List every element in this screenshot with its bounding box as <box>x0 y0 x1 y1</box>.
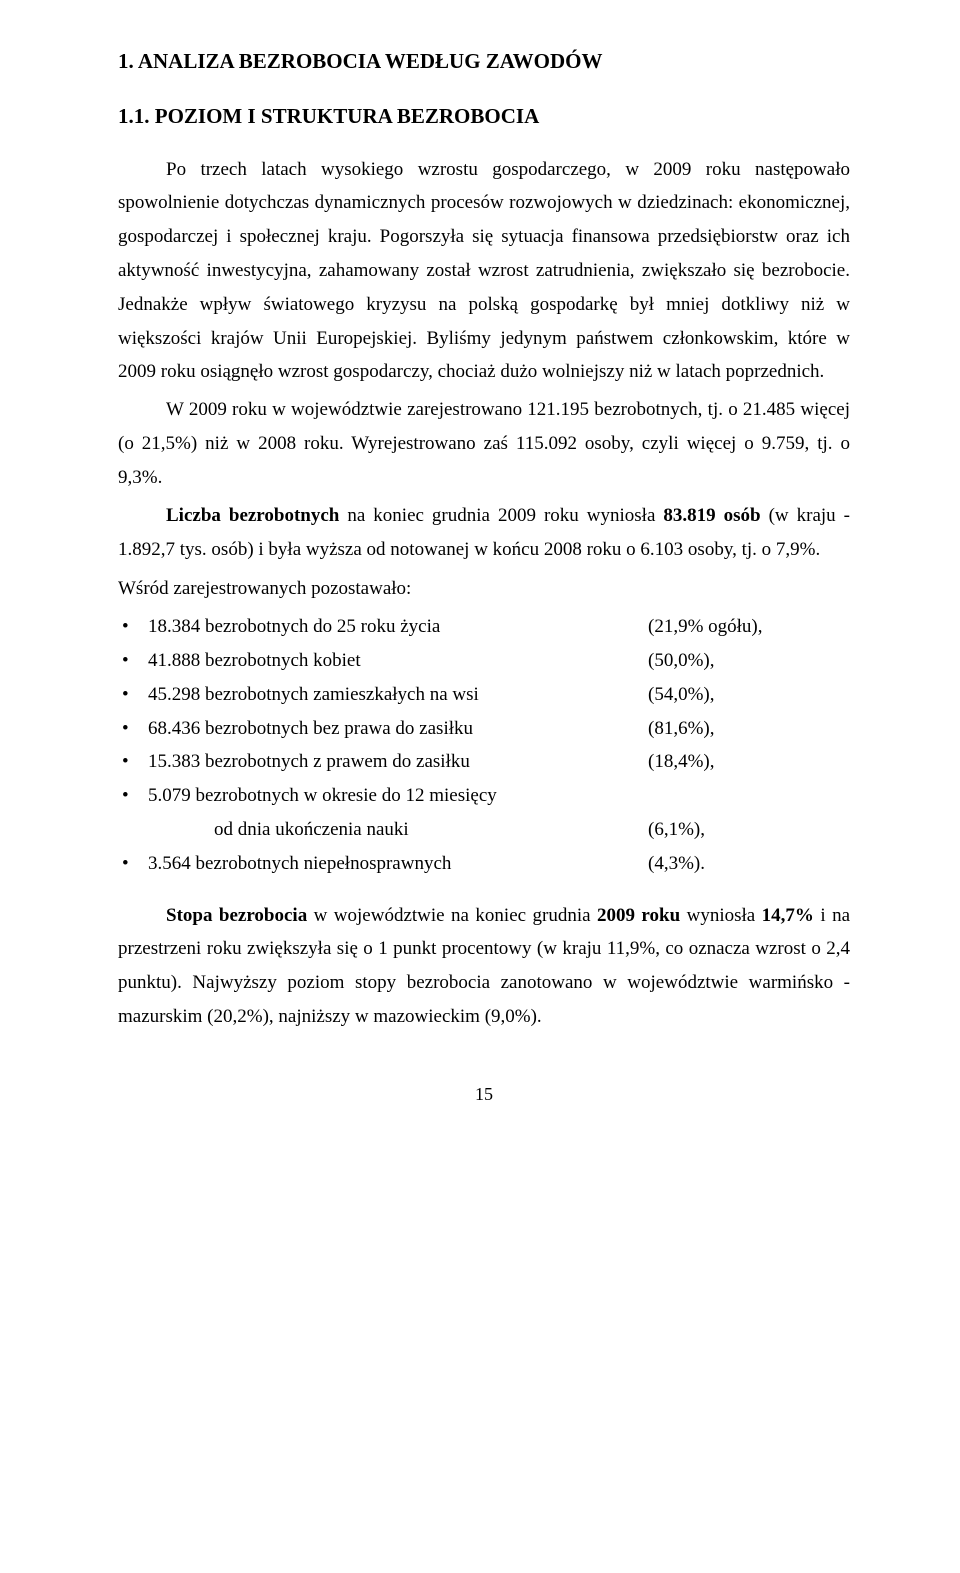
list-item-value: (81,6%), <box>648 712 850 746</box>
list-item: •3.564 bezrobotnych niepełnosprawnych(4,… <box>118 847 850 881</box>
para4-bold-1: Stopa bezrobocia <box>166 905 307 926</box>
list-item-text: 41.888 bezrobotnych kobiet <box>148 644 648 678</box>
list-item-value: (6,1%), <box>648 813 850 847</box>
list-item-value: (4,3%). <box>648 847 850 881</box>
list-item-text: 18.384 bezrobotnych do 25 roku życia <box>148 610 648 644</box>
para3-text-1: na koniec grudnia 2009 roku wyniosła <box>339 505 663 526</box>
paragraph-2: W 2009 roku w województwie zarejestrowan… <box>118 393 850 494</box>
list-item-text: 68.436 bezrobotnych bez prawa do zasiłku <box>148 712 648 746</box>
list-item: •18.384 bezrobotnych do 25 roku życia(21… <box>118 610 850 644</box>
para4-bold-2: 2009 roku <box>597 905 680 926</box>
para3-bold-1: Liczba bezrobotnych <box>166 505 339 526</box>
para4-text-1: w województwie na koniec grudnia <box>307 905 597 926</box>
list-item-text: 5.079 bezrobotnych w okresie do 12 miesi… <box>148 779 648 813</box>
list-item-text: 15.383 bezrobotnych z prawem do zasiłku <box>148 745 648 779</box>
bullet-icon: • <box>118 847 148 881</box>
list-item: •41.888 bezrobotnych kobiet(50,0%), <box>118 644 850 678</box>
list-item: •5.079 bezrobotnych w okresie do 12 mies… <box>118 779 850 813</box>
document-page: 1. ANALIZA BEZROBOCIA WEDŁUG ZAWODÓW 1.1… <box>0 0 960 1573</box>
list-item-text: 45.298 bezrobotnych zamieszkałych na wsi <box>148 678 648 712</box>
list-item-value: (21,9% ogółu), <box>648 610 850 644</box>
paragraph-3: Liczba bezrobotnych na koniec grudnia 20… <box>118 499 850 567</box>
bullet-icon: • <box>118 745 148 779</box>
list-item: •15.383 bezrobotnych z prawem do zasiłku… <box>118 745 850 779</box>
bullet-icon: • <box>118 644 148 678</box>
list-intro: Wśród zarejestrowanych pozostawało: <box>118 572 850 606</box>
heading-level-1: 1. ANALIZA BEZROBOCIA WEDŁUG ZAWODÓW <box>118 48 850 75</box>
para3-bold-2: 83.819 osób <box>663 505 760 526</box>
list-item: od dnia ukończenia nauki(6,1%), <box>118 813 850 847</box>
heading-level-2: 1.1. POZIOM I STRUKTURA BEZROBOCIA <box>118 103 850 130</box>
bullet-icon: • <box>118 678 148 712</box>
paragraph-4: Stopa bezrobocia w województwie na konie… <box>118 899 850 1034</box>
list-item-value: (54,0%), <box>648 678 850 712</box>
bullet-icon: • <box>118 712 148 746</box>
list-item-value: (18,4%), <box>648 745 850 779</box>
page-number: 15 <box>118 1078 850 1110</box>
list-item-text: 3.564 bezrobotnych niepełnosprawnych <box>148 847 648 881</box>
para4-bold-3: 14,7% <box>762 905 814 926</box>
bullet-icon: • <box>118 610 148 644</box>
para4-text-2: wyniosła <box>680 905 762 926</box>
list-item: •68.436 bezrobotnych bez prawa do zasiłk… <box>118 712 850 746</box>
paragraph-1: Po trzech latach wysokiego wzrostu gospo… <box>118 153 850 390</box>
list-item-subtext: od dnia ukończenia nauki <box>118 813 648 847</box>
bullet-icon: • <box>118 779 148 813</box>
bullet-list: •18.384 bezrobotnych do 25 roku życia(21… <box>118 610 850 881</box>
list-item-value: (50,0%), <box>648 644 850 678</box>
list-item: •45.298 bezrobotnych zamieszkałych na ws… <box>118 678 850 712</box>
